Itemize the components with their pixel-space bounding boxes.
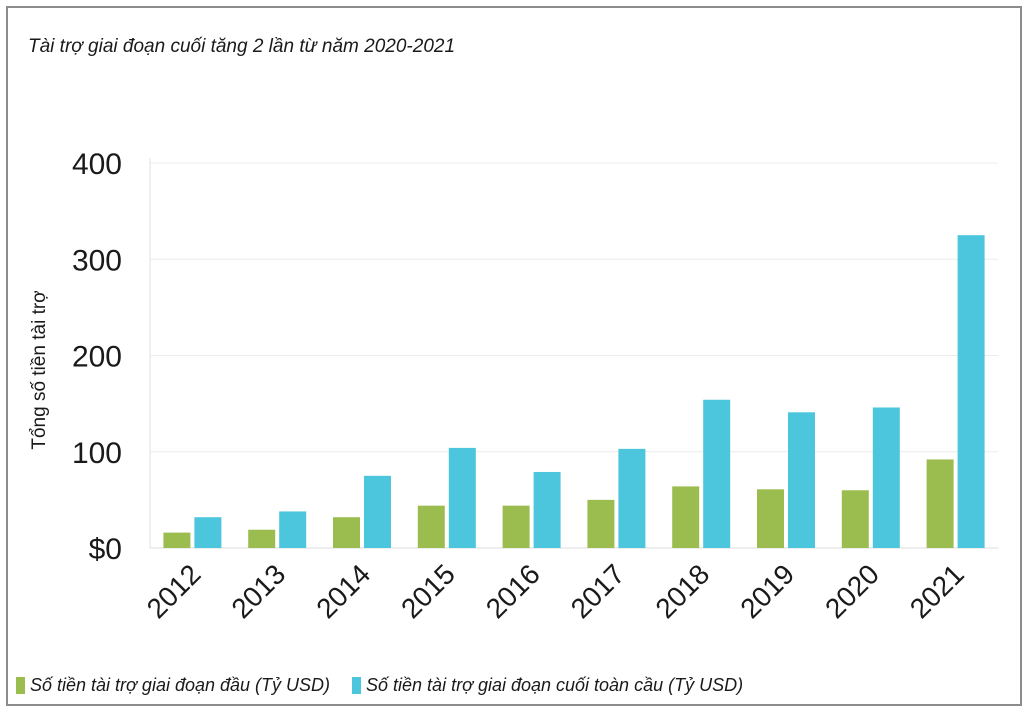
bar-early-2017 bbox=[587, 499, 615, 548]
y-tick-label: 100 bbox=[72, 437, 122, 470]
y-tick-label: $0 bbox=[89, 533, 122, 566]
bar-late-2015 bbox=[448, 447, 476, 548]
bar-early-2015 bbox=[417, 505, 445, 548]
bar-late-2021 bbox=[957, 235, 985, 548]
x-tick-label: 2018 bbox=[649, 558, 715, 624]
legend-swatch-late bbox=[352, 677, 362, 694]
x-tick-label: 2019 bbox=[734, 558, 800, 624]
legend: Số tiền tài trợ giai đoạn đầu (Tỷ USD) S… bbox=[16, 675, 765, 696]
bar-early-2018 bbox=[672, 486, 700, 548]
legend-item-early: Số tiền tài trợ giai đoạn đầu (Tỷ USD) bbox=[16, 675, 330, 696]
y-axis-label: Tổng số tiền tài trợ bbox=[29, 290, 50, 449]
legend-item-late: Số tiền tài trợ giai đoạn cuối toàn cầu … bbox=[352, 675, 743, 696]
x-tick-label: 2021 bbox=[904, 558, 970, 624]
bar-early-2016 bbox=[502, 505, 530, 548]
bar-late-2016 bbox=[533, 471, 561, 548]
x-tick-label: 2013 bbox=[225, 558, 291, 624]
bar-early-2020 bbox=[841, 490, 869, 548]
legend-swatch-early bbox=[16, 677, 25, 694]
bar-early-2021 bbox=[926, 459, 954, 548]
x-tick-label: 2020 bbox=[819, 558, 885, 624]
bar-late-2019 bbox=[788, 412, 815, 548]
bar-early-2014 bbox=[333, 517, 360, 548]
x-tick-label: 2015 bbox=[395, 558, 461, 624]
bar-late-2013 bbox=[279, 511, 307, 548]
bar-early-2013 bbox=[248, 529, 276, 548]
bar-late-2012 bbox=[194, 517, 222, 548]
chart-title: Tài trợ giai đoạn cuối tăng 2 lần từ năm… bbox=[28, 36, 456, 57]
x-tick-label: 2012 bbox=[141, 558, 207, 624]
x-tick-label: 2017 bbox=[565, 558, 631, 624]
bar-late-2014 bbox=[364, 475, 391, 548]
bar-early-2019 bbox=[757, 489, 784, 548]
x-tick-label: 2016 bbox=[480, 558, 546, 624]
y-tick-label: 300 bbox=[72, 244, 122, 277]
bar-late-2020 bbox=[872, 407, 900, 548]
y-tick-label: 400 bbox=[72, 148, 122, 181]
y-tick-label: 200 bbox=[72, 341, 122, 374]
x-tick-label: 2014 bbox=[310, 558, 376, 624]
bar-late-2018 bbox=[703, 399, 731, 548]
legend-label-late: Số tiền tài trợ giai đoạn cuối toàn cầu … bbox=[366, 675, 744, 695]
bar-late-2017 bbox=[618, 448, 646, 548]
bar-early-2012 bbox=[163, 532, 191, 548]
legend-label-early: Số tiền tài trợ giai đoạn đầu (Tỷ USD) bbox=[30, 675, 331, 695]
